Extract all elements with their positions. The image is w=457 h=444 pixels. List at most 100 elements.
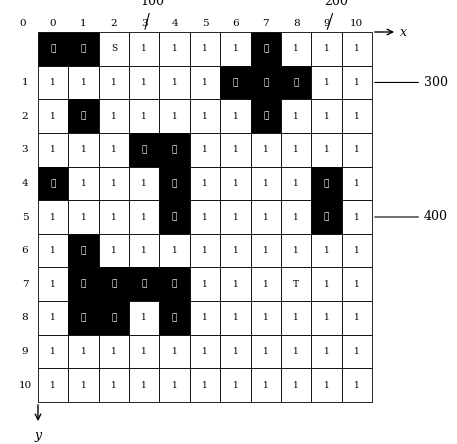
Text: 1: 1 (50, 347, 56, 356)
Text: 1: 1 (233, 313, 238, 322)
Text: 4: 4 (21, 179, 28, 188)
Bar (129, 166, 159, 200)
Text: 1: 1 (324, 280, 329, 289)
Text: 1: 1 (354, 78, 360, 87)
Text: 1: 1 (354, 280, 360, 289)
Bar (38, 301, 69, 335)
Text: 9: 9 (323, 20, 330, 28)
Bar (220, 99, 250, 133)
Bar (69, 200, 99, 234)
Text: 1: 1 (80, 20, 87, 28)
Bar (159, 335, 190, 369)
Bar (99, 369, 129, 402)
Text: ⓐ: ⓐ (172, 179, 177, 188)
Text: 1: 1 (202, 145, 208, 154)
Text: 1: 1 (81, 179, 86, 188)
Bar (159, 200, 190, 234)
Text: 300: 300 (375, 76, 448, 89)
Text: ⓐ: ⓐ (263, 78, 268, 87)
Bar (342, 200, 372, 234)
Bar (69, 66, 99, 99)
Text: T: T (293, 280, 299, 289)
Bar (38, 99, 69, 133)
Bar (99, 66, 129, 99)
Text: ⓐ: ⓐ (324, 213, 329, 222)
Text: 4: 4 (171, 20, 178, 28)
Text: 1: 1 (233, 347, 238, 356)
Bar (250, 301, 281, 335)
Bar (250, 234, 281, 267)
Text: 1: 1 (202, 313, 208, 322)
Bar (311, 99, 342, 133)
Text: 1: 1 (21, 78, 28, 87)
Text: 1: 1 (202, 78, 208, 87)
Text: 1: 1 (50, 280, 56, 289)
Text: 1: 1 (202, 246, 208, 255)
Text: 9: 9 (21, 347, 28, 356)
Bar (38, 133, 69, 166)
Text: 1: 1 (354, 111, 360, 121)
Text: 1: 1 (141, 347, 147, 356)
Bar (38, 32, 69, 66)
Bar (311, 166, 342, 200)
Text: ⓐ: ⓐ (142, 280, 147, 289)
Bar (38, 200, 69, 234)
Text: ⓐ: ⓐ (293, 78, 299, 87)
Bar (69, 166, 99, 200)
Text: 1: 1 (50, 145, 56, 154)
Text: ⓐ: ⓐ (324, 179, 329, 188)
Text: 200: 200 (324, 0, 348, 29)
Text: 6: 6 (232, 20, 239, 28)
Bar (99, 335, 129, 369)
Text: 1: 1 (293, 179, 299, 188)
Text: 1: 1 (293, 246, 299, 255)
Bar (281, 66, 311, 99)
Text: 2: 2 (21, 111, 28, 121)
Text: 1: 1 (202, 381, 208, 390)
Bar (220, 166, 250, 200)
Text: 6: 6 (21, 246, 28, 255)
Bar (250, 66, 281, 99)
Bar (190, 66, 220, 99)
Text: 8: 8 (21, 313, 28, 322)
Bar (159, 301, 190, 335)
Text: 1: 1 (111, 179, 117, 188)
Bar (220, 369, 250, 402)
Bar (129, 335, 159, 369)
Bar (342, 267, 372, 301)
Text: ⓐ: ⓐ (172, 145, 177, 154)
Text: 1: 1 (263, 213, 269, 222)
Bar (129, 99, 159, 133)
Bar (250, 369, 281, 402)
Text: 1: 1 (50, 111, 56, 121)
Text: 10: 10 (350, 20, 363, 28)
Text: 1: 1 (141, 44, 147, 53)
Text: ⓐ: ⓐ (81, 280, 86, 289)
Bar (281, 369, 311, 402)
Text: 1: 1 (111, 381, 117, 390)
Bar (281, 133, 311, 166)
Text: 1: 1 (141, 381, 147, 390)
Text: 1: 1 (50, 246, 56, 255)
Bar (342, 166, 372, 200)
Text: 1: 1 (233, 179, 238, 188)
Text: 1: 1 (324, 246, 329, 255)
Text: 1: 1 (263, 179, 269, 188)
Text: 1: 1 (324, 111, 329, 121)
Bar (281, 234, 311, 267)
Text: 1: 1 (81, 145, 86, 154)
Bar (250, 32, 281, 66)
Bar (159, 66, 190, 99)
Bar (129, 267, 159, 301)
Bar (281, 32, 311, 66)
Text: ⓐ: ⓐ (81, 313, 86, 322)
Text: 10: 10 (18, 381, 32, 390)
Text: 5: 5 (202, 20, 208, 28)
Text: 1: 1 (263, 246, 269, 255)
Text: 1: 1 (172, 111, 177, 121)
Bar (38, 166, 69, 200)
Bar (311, 267, 342, 301)
Text: 1: 1 (81, 213, 86, 222)
Text: 1: 1 (233, 111, 238, 121)
Bar (159, 133, 190, 166)
